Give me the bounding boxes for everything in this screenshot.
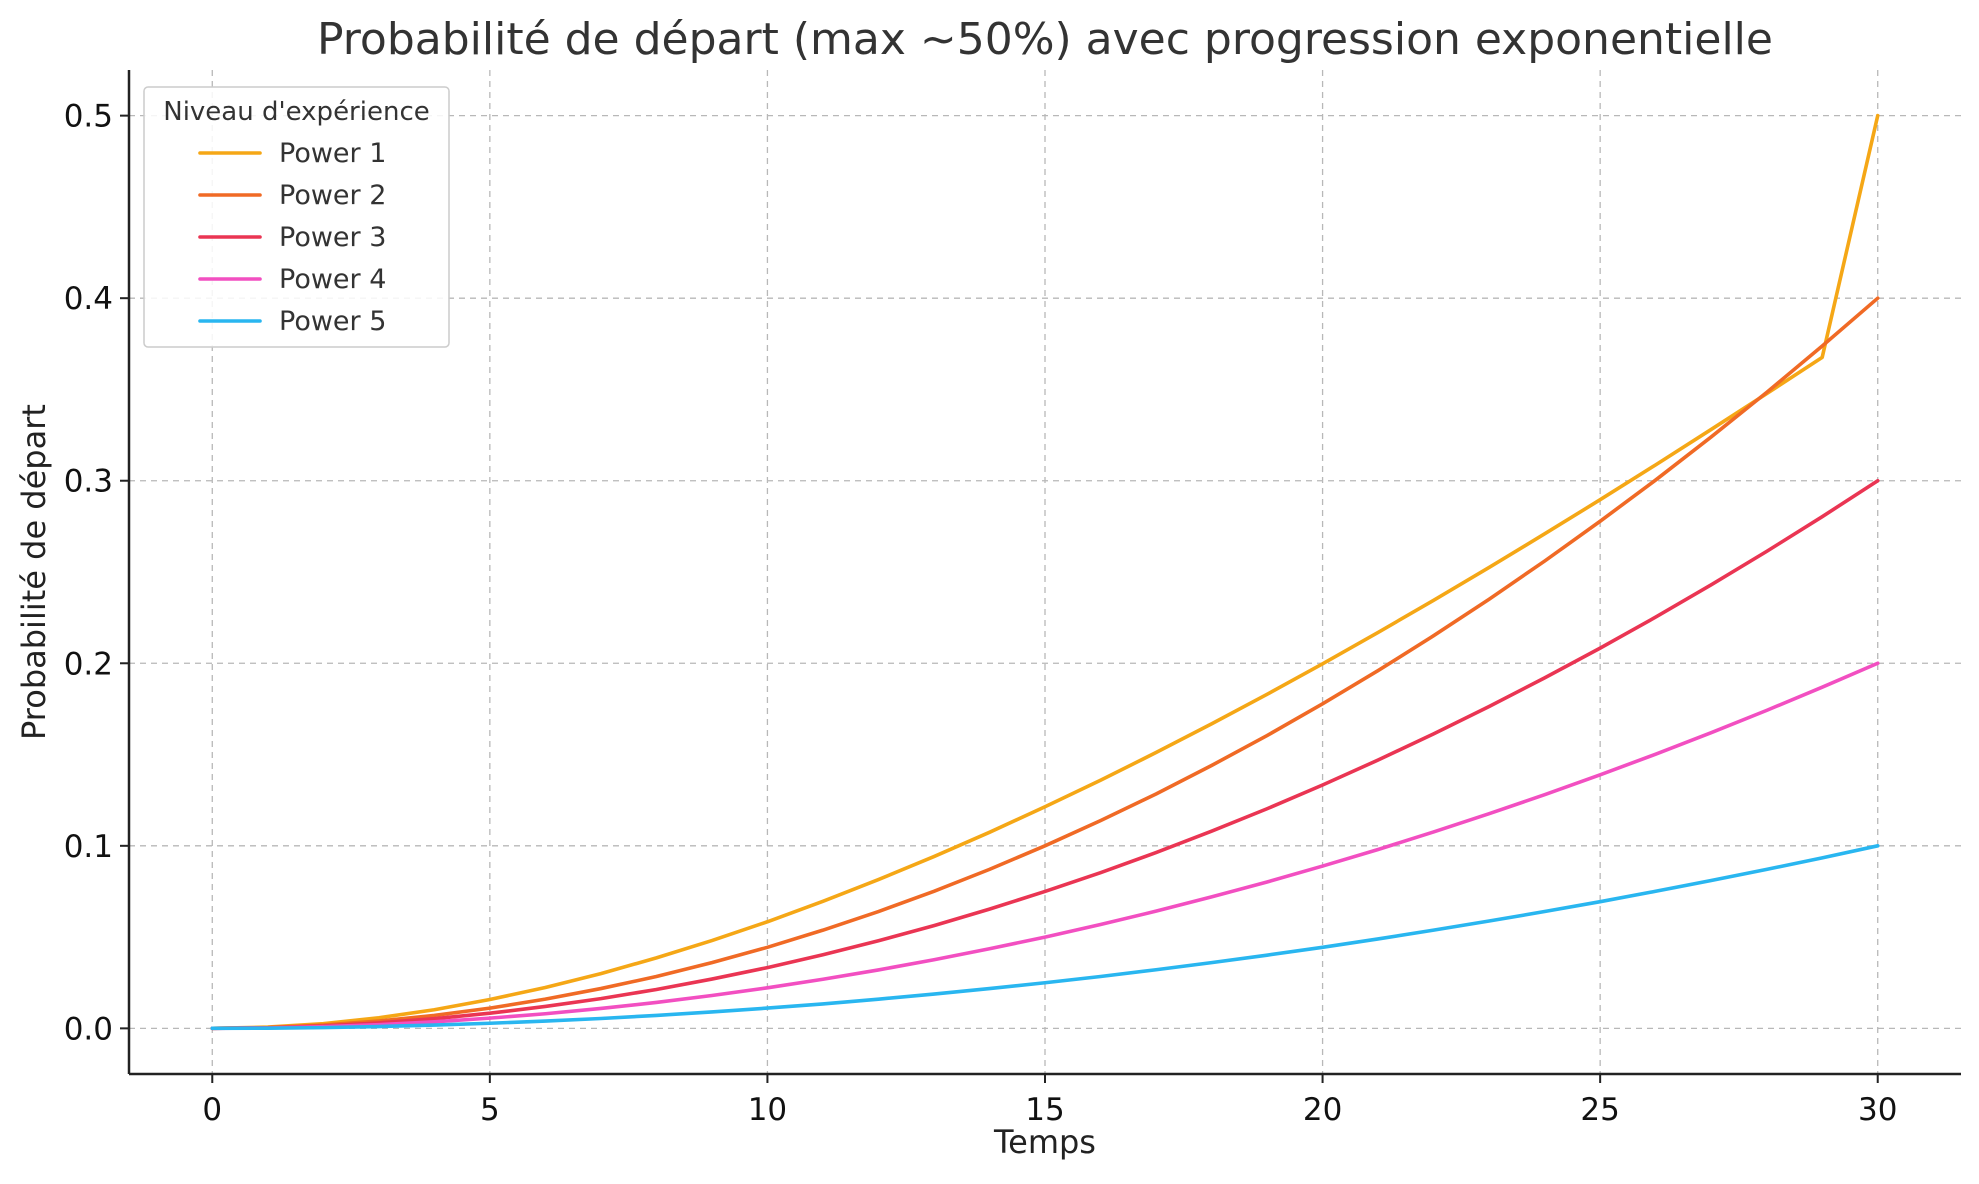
- legend-label: Power 3: [279, 222, 386, 253]
- series-line-power-3: [210, 478, 1880, 1031]
- legend-items: Power 1 Power 2 Power 3 Power 4 Power 5: [198, 138, 386, 337]
- y-tick-label: 0.3: [64, 464, 113, 500]
- series-line-power-1: [210, 113, 1880, 1031]
- y-tick-label: 0.5: [64, 99, 113, 135]
- series-layer: [210, 113, 1880, 1031]
- x-tick-label: 0: [202, 1092, 222, 1128]
- x-tick-label: 30: [1858, 1092, 1897, 1128]
- series-line-power-4: [210, 661, 1880, 1031]
- legend-label: Power 2: [279, 180, 386, 211]
- y-tick-label: 0.1: [64, 829, 113, 865]
- x-axis-label: Temps: [993, 1123, 1096, 1161]
- y-axis-label: Probabilité de départ: [15, 404, 53, 740]
- x-tick-label: 10: [748, 1092, 787, 1128]
- legend-label: Power 1: [279, 138, 386, 169]
- series-line-power-2: [210, 296, 1880, 1031]
- y-tick-label: 0.0: [64, 1011, 113, 1047]
- x-tick-label: 15: [1025, 1092, 1064, 1128]
- legend-label: Power 4: [279, 264, 386, 295]
- chart-title: Probabilité de départ (max ~50%) avec pr…: [317, 14, 1773, 65]
- ticks-layer: 0 5 10 15 20 25 30 0.0 0.1 0.2 0.3 0.4 0.5: [64, 99, 1898, 1128]
- series-line-power-5: [210, 844, 1880, 1031]
- y-tick-label: 0.4: [64, 281, 113, 317]
- x-tick-label: 20: [1303, 1092, 1342, 1128]
- x-tick-label: 25: [1580, 1092, 1619, 1128]
- legend-label: Power 5: [279, 306, 386, 337]
- legend-title: Niveau d'expérience: [163, 97, 430, 127]
- x-tick-label: 5: [480, 1092, 500, 1128]
- y-tick-label: 0.2: [64, 646, 113, 682]
